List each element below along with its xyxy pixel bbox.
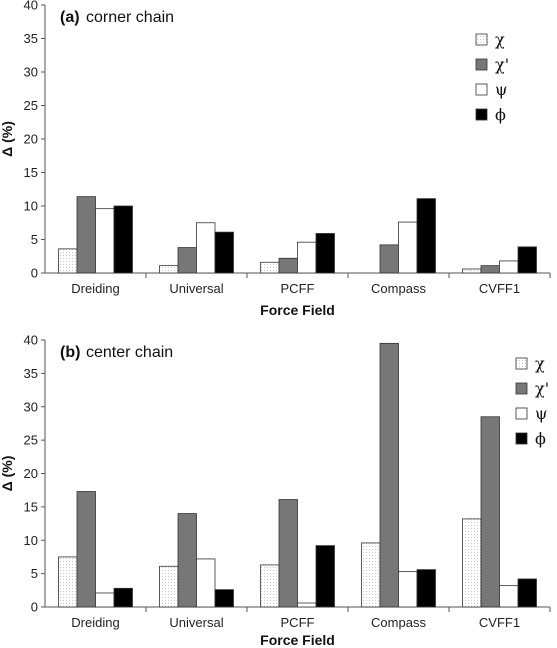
bar-phi	[214, 231, 234, 274]
x-tick-label: Compass	[371, 281, 426, 296]
bar-chi-prime	[177, 247, 197, 274]
bar-phi	[315, 545, 335, 608]
bar-chi-prime	[76, 491, 96, 608]
legend-label-psi: ψ	[495, 80, 508, 99]
bar-chi-prime	[480, 416, 500, 608]
panel-title: center chain	[86, 344, 173, 361]
bar-psi	[297, 602, 317, 608]
bar-psi	[499, 585, 519, 608]
x-axis-title: Force Field	[260, 302, 335, 318]
y-tick-label: 20	[24, 132, 38, 147]
y-tick-label: 40	[24, 333, 38, 348]
panel-title: corner chain	[86, 9, 174, 26]
y-axis-title: Δ (%)	[0, 121, 15, 157]
legend-label-chi-prime: χ'	[535, 379, 549, 398]
y-tick-label: 5	[31, 566, 38, 581]
bar-chi	[361, 542, 381, 608]
x-tick-label: Dreiding	[71, 281, 119, 296]
x-tick-label: Universal	[169, 615, 223, 630]
y-tick-label: 30	[24, 65, 38, 80]
y-tick-label: 15	[24, 499, 38, 514]
bar-psi	[95, 208, 115, 274]
bar-chi	[260, 564, 280, 608]
y-tick-label: 30	[24, 399, 38, 414]
legend-label-chi: χ	[535, 354, 545, 373]
bar-phi	[416, 569, 436, 608]
y-tick-label: 10	[24, 199, 38, 214]
x-axis-title: Force Field	[260, 632, 335, 648]
y-tick-label: 25	[24, 98, 38, 113]
legend-swatch-chi-prime	[475, 58, 488, 71]
y-tick-label: 5	[31, 232, 38, 247]
bar-chi-prime	[379, 342, 399, 608]
bar-psi	[95, 592, 115, 608]
legend-swatch-chi	[475, 33, 488, 46]
bar-psi	[398, 571, 418, 608]
y-axis-title: Δ (%)	[0, 456, 15, 492]
x-tick-label: Dreiding	[71, 615, 119, 630]
bar-chi	[58, 248, 78, 274]
legend-swatch-phi	[515, 432, 528, 445]
bar-chi	[159, 265, 179, 274]
bar-chi-prime	[177, 513, 197, 608]
bar-chi-prime	[278, 257, 298, 274]
x-tick-label: CVFF1	[479, 281, 520, 296]
bar-chi	[159, 565, 179, 608]
legend-swatch-psi	[475, 83, 488, 96]
bar-psi	[196, 222, 216, 274]
x-tick-label: PCFF	[281, 281, 315, 296]
bar-psi	[196, 558, 216, 608]
y-tick-label: 35	[24, 366, 38, 381]
bar-phi	[517, 578, 537, 608]
y-tick-label: 25	[24, 433, 38, 448]
y-tick-label: 40	[24, 0, 38, 13]
bar-chi	[462, 268, 482, 274]
bar-phi	[113, 587, 133, 608]
y-tick-label: 15	[24, 165, 38, 180]
bar-chi	[462, 518, 482, 608]
bar-phi	[517, 246, 537, 274]
chart-panel-b: 0 5 10 15 20 25 30 35 40 Dreiding Universal PCFF Com…	[0, 333, 551, 648]
legend-swatch-chi-prime	[515, 382, 528, 395]
legend-swatch-phi	[475, 108, 488, 121]
x-tick-label: CVFF1	[479, 615, 520, 630]
bar-phi	[315, 233, 335, 274]
bar-chi-prime	[278, 499, 298, 608]
bar-chi-prime	[480, 265, 500, 274]
panel-tag: (a)	[60, 9, 80, 26]
bar-phi	[113, 205, 133, 274]
chart-panel-a: 0 5 10 15 20 25 30 35 40 Dreiding Universal PCFF Com…	[0, 0, 551, 318]
bar-phi	[214, 589, 234, 608]
legend-label-psi: ψ	[535, 404, 548, 423]
bar-chi	[260, 261, 280, 274]
bar-phi	[416, 198, 436, 274]
legend-swatch-chi	[515, 357, 528, 370]
bar-chi	[58, 556, 78, 608]
y-tick-label: 0	[31, 266, 38, 281]
y-tick-label: 10	[24, 533, 38, 548]
y-tick-label: 35	[24, 31, 38, 46]
bar-psi	[297, 241, 317, 274]
x-tick-label: Universal	[169, 281, 223, 296]
bar-psi	[499, 260, 519, 274]
bar-chi-prime	[76, 196, 96, 274]
bar-chi-prime	[379, 244, 399, 274]
x-tick-label: PCFF	[281, 615, 315, 630]
panel-tag: (b)	[60, 344, 80, 361]
legend-label-chi-prime: χ'	[495, 55, 509, 74]
legend-label-phi: ϕ	[535, 429, 546, 448]
bar-psi	[398, 221, 418, 274]
legend-label-phi: ϕ	[495, 105, 506, 124]
legend-swatch-psi	[515, 407, 528, 420]
y-tick-label: 0	[31, 600, 38, 615]
x-tick-label: Compass	[371, 615, 426, 630]
legend-label-chi: χ	[495, 30, 505, 49]
y-tick-label: 20	[24, 466, 38, 481]
